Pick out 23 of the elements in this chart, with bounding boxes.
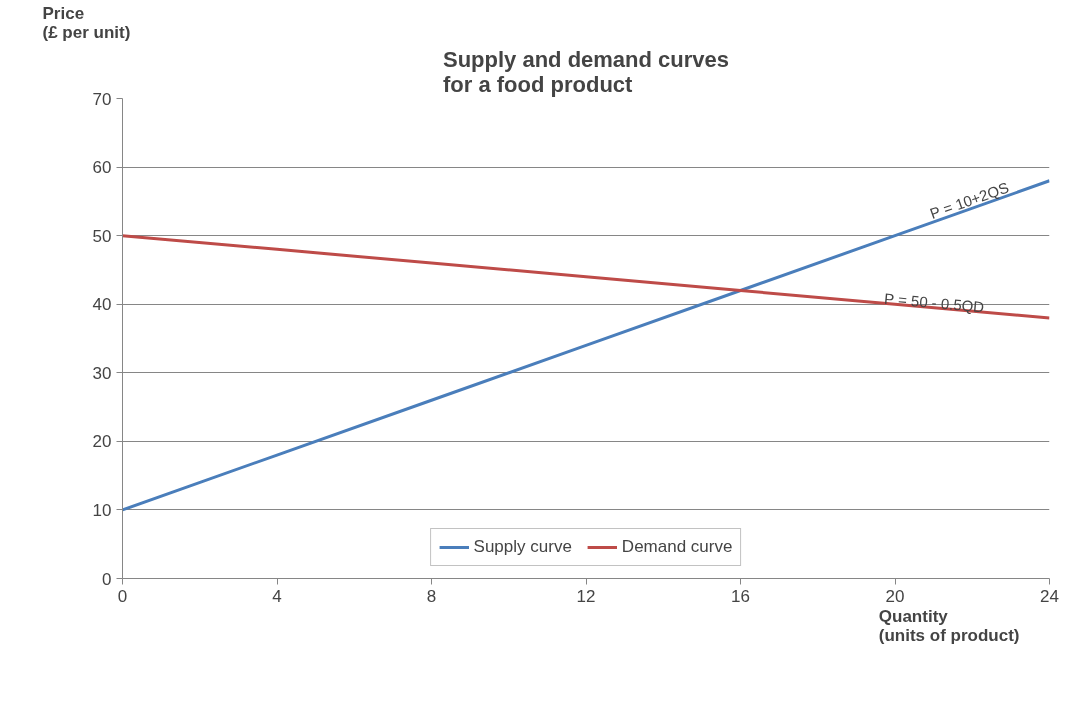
y-tick-label: 40 [92, 295, 112, 315]
x-tick-label: 16 [731, 586, 750, 606]
line-series [122, 234, 1050, 320]
y-tick-label: 50 [92, 226, 112, 246]
y-tick-label: 20 [92, 432, 112, 452]
x-axis-title: Quantity (units of product) [878, 606, 1020, 645]
y-tick-label: 30 [92, 363, 112, 383]
x-tick-label: 0 [117, 586, 128, 606]
line-series [122, 179, 1050, 512]
x-tick-label: 24 [1040, 586, 1059, 606]
x-tick-label: 8 [426, 586, 437, 606]
x-tick-label: 20 [885, 586, 905, 606]
legend-label: Supply curve [473, 537, 572, 557]
y-tick-label: 70 [92, 89, 112, 109]
x-tick-label: 12 [576, 586, 596, 606]
x-tick-label: 4 [272, 586, 282, 606]
chart-title: Supply and demand curves for a food product [442, 46, 730, 97]
y-axis-title: Price (£ per unit) [42, 3, 131, 42]
annotation: P = 50 - 0.5QD [883, 289, 986, 316]
legend-label: Demand curve [621, 537, 733, 557]
y-tick-label: 60 [92, 158, 112, 178]
y-tick-label: 10 [92, 500, 112, 520]
y-tick-label: 0 [102, 569, 112, 589]
